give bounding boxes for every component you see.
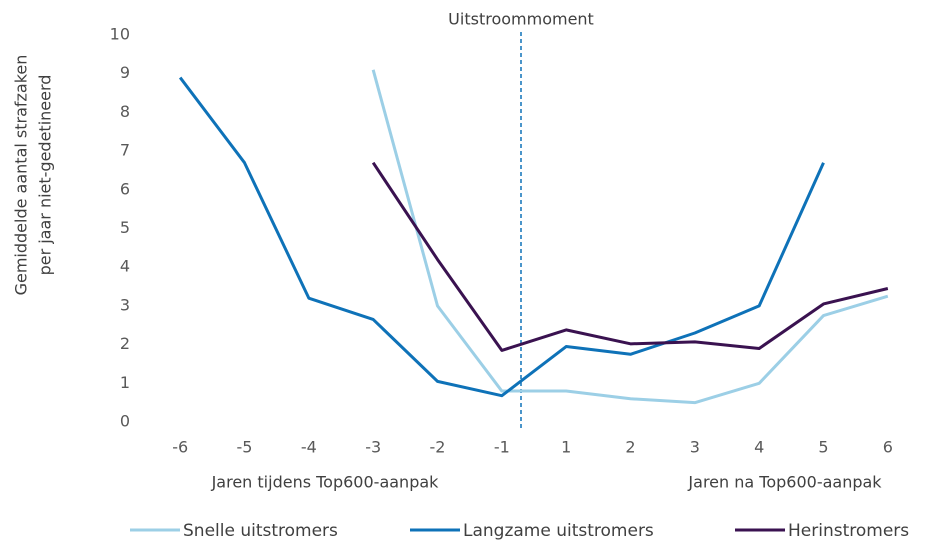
- x-tick-label: 5: [818, 438, 828, 457]
- x-tick-label: 1: [561, 438, 571, 457]
- x-tick-label: -5: [237, 438, 253, 457]
- x-tick-label: 4: [754, 438, 764, 457]
- x-tick-label: 2: [625, 438, 635, 457]
- x-tick-label: -1: [494, 438, 510, 457]
- x-tick-label: -6: [172, 438, 188, 457]
- y-tick-label: 5: [120, 218, 130, 237]
- x-group-label: Jaren tijdens Top600-aanpak: [211, 473, 440, 492]
- legend-label: Snelle uitstromers: [183, 521, 338, 541]
- y-tick-label: 10: [110, 25, 130, 44]
- x-tick-label: 6: [883, 438, 893, 457]
- y-axis-label: Gemiddelde aantal strafzaken: [12, 55, 31, 296]
- x-tick-label: -3: [365, 438, 381, 457]
- y-tick-label: 3: [120, 295, 130, 314]
- series-line: [178, 76, 825, 398]
- y-tick-label: 6: [120, 179, 130, 198]
- y-tick-label: 7: [120, 141, 130, 160]
- legend-label: Herinstromers: [788, 521, 909, 541]
- annotation: Uitstroommoment: [448, 10, 594, 29]
- y-tick-label: 8: [120, 102, 130, 121]
- legend-label: Langzame uitstromers: [463, 521, 654, 541]
- y-tick-label: 1: [120, 373, 130, 392]
- series-line: [371, 161, 889, 352]
- y-axis-label: per jaar niet-gedetineerd: [36, 75, 55, 276]
- y-tick-label: 2: [120, 334, 130, 353]
- x-tick-label: -2: [430, 438, 446, 457]
- y-tick-label: 0: [120, 412, 130, 431]
- x-tick-label: -4: [301, 438, 317, 457]
- x-tick-label: 3: [690, 438, 700, 457]
- x-group-label: Jaren na Top600-aanpak: [687, 473, 882, 492]
- y-tick-label: 9: [120, 63, 130, 82]
- y-tick-label: 4: [120, 257, 130, 276]
- series-line: [371, 69, 889, 405]
